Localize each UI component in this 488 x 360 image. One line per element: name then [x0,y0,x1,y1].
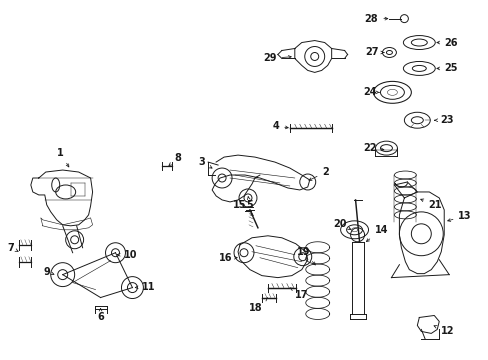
Text: 12: 12 [433,325,453,336]
Text: 11: 11 [135,282,155,292]
Text: 21: 21 [420,199,441,210]
Text: 27: 27 [364,48,383,58]
Text: 5: 5 [246,197,253,210]
Text: 8: 8 [169,153,182,166]
Text: 15: 15 [233,200,253,216]
Text: 18: 18 [248,298,267,312]
Text: 3: 3 [199,157,212,168]
Text: 6: 6 [97,309,104,323]
Text: 10: 10 [117,250,137,260]
Text: 4: 4 [272,121,287,131]
Text: 14: 14 [366,225,387,242]
Text: 7: 7 [7,243,18,253]
Text: 9: 9 [43,267,54,276]
Text: 26: 26 [436,37,457,48]
Text: 16: 16 [219,253,237,263]
Text: 19: 19 [296,247,315,265]
Text: 23: 23 [434,115,453,125]
Text: 22: 22 [362,143,383,153]
Text: 29: 29 [263,54,290,63]
Text: 2: 2 [308,167,328,180]
Text: 13: 13 [447,211,471,221]
Text: 1: 1 [57,148,69,167]
Text: 28: 28 [364,14,387,24]
Text: 25: 25 [436,63,457,73]
Text: 17: 17 [289,288,308,300]
Text: 24: 24 [362,87,378,97]
Text: 20: 20 [332,219,350,229]
